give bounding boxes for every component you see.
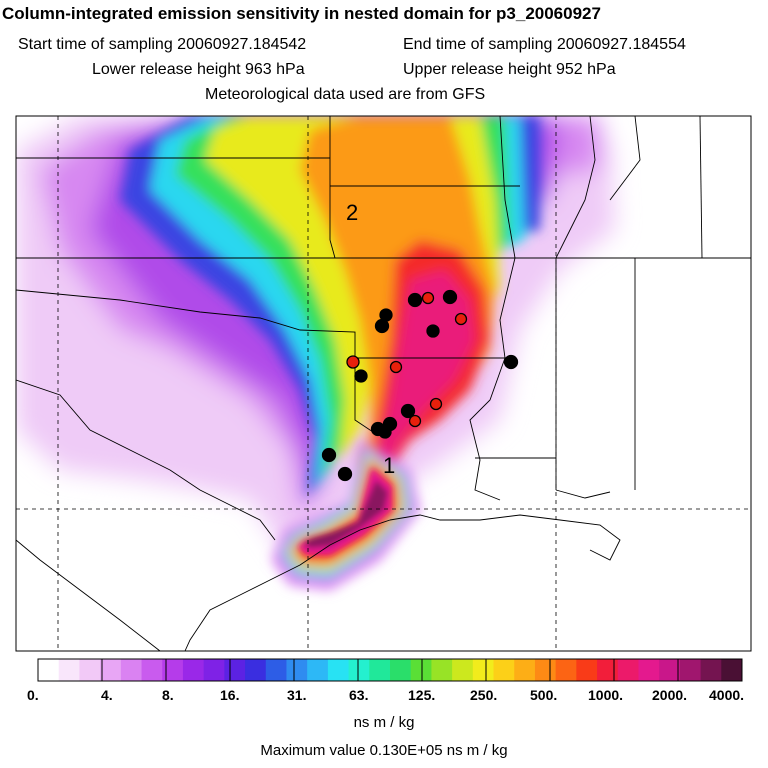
colorbar-tick: 1000.: [588, 687, 624, 703]
colorbar-segment: [245, 659, 267, 681]
colorbar-segment: [182, 659, 205, 681]
colorbar-tick: 63.: [349, 687, 369, 703]
colorbar-tick: 0.: [27, 687, 39, 703]
red-marker: [389, 360, 403, 374]
colorbar-segment: [390, 659, 412, 681]
observation-markers: [321, 289, 519, 482]
black-marker: [337, 466, 353, 482]
colorbar-tick: 8.: [162, 687, 174, 703]
colorbar-tick: 4000.: [709, 687, 745, 703]
colorbar-segment: [141, 659, 163, 681]
colorbar-frame: [37, 658, 743, 682]
colorbar-segment: [597, 659, 619, 681]
colorbar-tick: 31.: [287, 687, 307, 703]
cluster-label-2: 2: [346, 200, 358, 225]
end-time-label: End time of sampling 20060927.184554: [403, 36, 686, 53]
met-data-label: Meteorological data used are from GFS: [205, 86, 486, 103]
start-time-label: Start time of sampling 20060927.184542: [18, 36, 307, 53]
colorbar-tick: 500.: [530, 687, 558, 703]
colorbar-segment: [120, 659, 143, 681]
colorbar-segment: [307, 659, 329, 681]
black-marker: [426, 324, 440, 338]
colorbar-tick: 16.: [220, 687, 240, 703]
colorbar-segment: [638, 659, 660, 681]
colorbar-segment: [679, 659, 702, 681]
colorbar-segment: [79, 659, 101, 681]
sensitivity-field: [16, 116, 751, 651]
colorbar-tick: 2000.: [652, 687, 688, 703]
colorbar-segment: [369, 659, 391, 681]
black-marker: [442, 289, 458, 305]
black-marker: [378, 425, 392, 439]
colorbar-segment: [534, 659, 557, 681]
colorbar-tick: 125.: [408, 687, 436, 703]
colorbar-tick: 4.: [101, 687, 113, 703]
colorbar-segment: [203, 659, 225, 681]
black-marker: [354, 369, 368, 383]
max-value-label: Maximum value 0.130E+05 ns m / kg: [260, 742, 508, 759]
cluster-label-1: 1: [383, 453, 395, 478]
colorbar-segment: [100, 659, 122, 681]
red-marker: [408, 414, 422, 428]
colorbar-segment: [472, 659, 495, 681]
colorbar-segment: [224, 659, 246, 681]
colorbar-segment: [348, 659, 370, 681]
colorbar-segment: [58, 659, 80, 681]
colorbar-segment: [286, 659, 308, 681]
plot-title: Column-integrated emission sensitivity i…: [2, 4, 601, 23]
colorbar-segment: [576, 659, 598, 681]
red-marker: [429, 397, 443, 411]
colorbar-segment: [721, 659, 743, 681]
colorbar-segment: [327, 659, 350, 681]
colorbar-segment: [493, 659, 515, 681]
colorbar-segment: [410, 659, 432, 681]
red-marker: [454, 312, 468, 326]
colorbar-segment: [617, 659, 639, 681]
lower-release-label: Lower release height 963 hPa: [92, 61, 305, 78]
colorbar: [37, 658, 743, 682]
colorbar-tick: 250.: [470, 687, 498, 703]
red-marker: [421, 291, 435, 305]
colorbar-segment: [514, 659, 536, 681]
colorbar-units: ns m / kg: [353, 714, 415, 731]
colorbar-segment: [452, 659, 474, 681]
colorbar-segment: [700, 659, 722, 681]
colorbar-segment: [162, 659, 184, 681]
upper-release-label: Upper release height 952 hPa: [403, 61, 616, 78]
colorbar-segment: [431, 659, 453, 681]
colorbar-segment: [265, 659, 287, 681]
black-marker: [407, 292, 423, 308]
colorbar-segment: [38, 659, 60, 681]
colorbar-segment: [555, 659, 577, 681]
black-marker: [400, 403, 416, 419]
colorbar-segment: [659, 659, 681, 681]
black-marker: [321, 447, 337, 463]
black-marker: [503, 354, 519, 370]
black-marker: [374, 318, 390, 334]
red-marker: [346, 355, 360, 369]
